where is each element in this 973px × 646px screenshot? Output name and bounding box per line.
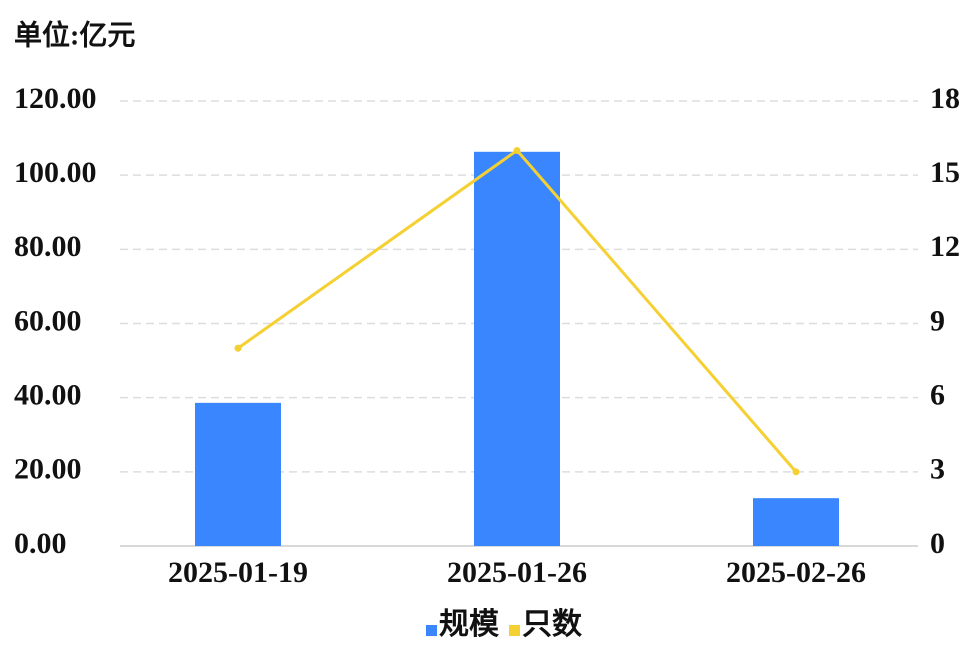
- bar: [474, 151, 560, 546]
- line-point: [792, 468, 800, 476]
- line-point: [513, 146, 521, 154]
- line-point: [234, 344, 242, 352]
- chart-title: 单位:亿元: [14, 18, 135, 51]
- y-tick-label: 80.00: [14, 230, 82, 263]
- bar: [753, 498, 839, 546]
- y2-tick-label: 3: [930, 453, 945, 486]
- y2-tick-label: 0: [930, 527, 945, 560]
- x-tick-label: 2025-01-19: [168, 556, 308, 589]
- x-tick-label: 2025-02-26: [726, 556, 866, 589]
- y2-tick-label: 6: [930, 379, 945, 412]
- bar: [195, 402, 281, 546]
- x-tick-label: 2025-01-26: [447, 556, 587, 589]
- legend-label: 规模: [439, 608, 499, 641]
- y-tick-label: 100.00: [14, 156, 97, 189]
- legend-swatch: [509, 625, 520, 636]
- y2-tick-label: 18: [930, 82, 960, 115]
- legend-swatch: [426, 625, 437, 636]
- y2-tick-label: 12: [930, 230, 960, 263]
- y-tick-label: 120.00: [14, 82, 97, 115]
- y-tick-label: 60.00: [14, 304, 82, 337]
- y-tick-label: 20.00: [14, 453, 82, 486]
- y2-tick-label: 9: [930, 304, 945, 337]
- y-tick-label: 0.00: [14, 527, 67, 560]
- y-tick-label: 40.00: [14, 379, 82, 412]
- legend-label: 只数: [522, 608, 583, 641]
- y2-tick-label: 15: [930, 156, 960, 189]
